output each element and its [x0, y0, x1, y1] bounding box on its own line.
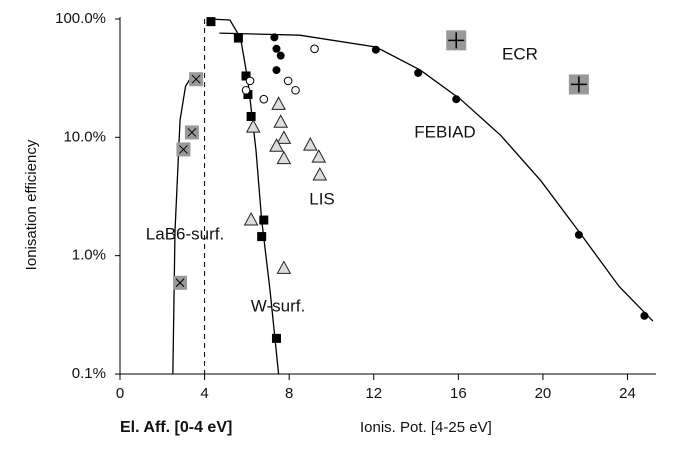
point — [302, 137, 318, 151]
point — [241, 71, 251, 81]
point — [269, 138, 284, 152]
marker-cross — [175, 278, 185, 288]
y-tick-label: 100.0% — [55, 10, 106, 27]
x-tick-label: 0 — [116, 385, 124, 402]
marker-cross — [179, 145, 188, 154]
point — [245, 76, 255, 86]
annotation: LIS — [309, 189, 335, 208]
point — [271, 96, 286, 110]
marker-plus — [448, 32, 465, 49]
point — [574, 230, 583, 239]
y-tick-label: 1.0% — [72, 247, 106, 264]
point — [276, 260, 292, 274]
point — [371, 45, 380, 54]
point — [272, 44, 281, 53]
y-axis-label: Ionisation efficiency — [23, 139, 40, 270]
point — [245, 119, 261, 133]
point — [311, 149, 327, 163]
point — [640, 311, 649, 320]
point — [291, 85, 300, 95]
point — [273, 114, 289, 128]
y-tick-label: 0.1% — [72, 365, 106, 382]
point — [184, 125, 199, 140]
point — [568, 74, 589, 95]
x-axis-label: Ionis. Pot. [4-25 eV] — [360, 419, 492, 436]
annotation: FEBIAD — [414, 122, 475, 141]
x-tick-label: 8 — [285, 385, 293, 402]
marker-plus — [570, 76, 587, 93]
x-tick-label: 4 — [200, 385, 208, 402]
annotation: W-surf. — [251, 296, 305, 315]
point — [176, 142, 191, 157]
point — [243, 90, 253, 100]
point — [272, 66, 281, 75]
point — [259, 94, 269, 104]
point — [283, 76, 293, 86]
point — [452, 95, 461, 104]
x-tick-label: 16 — [450, 385, 467, 402]
x-tick-label: 24 — [619, 385, 636, 402]
point — [259, 215, 269, 225]
point — [414, 68, 423, 77]
annotation: ECR — [502, 44, 538, 63]
point — [276, 130, 292, 144]
point — [276, 51, 285, 60]
marker-cross — [191, 74, 201, 84]
marker-cross — [187, 128, 197, 137]
point — [270, 33, 279, 42]
point — [446, 30, 467, 51]
point — [233, 33, 243, 43]
x-axis-label: El. Aff. [0-4 eV] — [120, 419, 232, 436]
y-tick-label: 10.0% — [63, 128, 106, 145]
point — [243, 211, 259, 226]
point — [246, 111, 256, 121]
point — [310, 44, 319, 54]
point — [312, 167, 328, 181]
fit-curve — [219, 32, 654, 322]
point — [276, 150, 292, 165]
x-tick-label: 20 — [535, 385, 552, 402]
point — [241, 85, 251, 95]
point — [257, 232, 267, 242]
point — [189, 72, 204, 87]
annotation: LaB6-surf. — [146, 224, 224, 243]
point — [173, 275, 188, 290]
point — [271, 333, 281, 343]
point — [206, 17, 216, 27]
x-tick-label: 12 — [365, 385, 382, 402]
